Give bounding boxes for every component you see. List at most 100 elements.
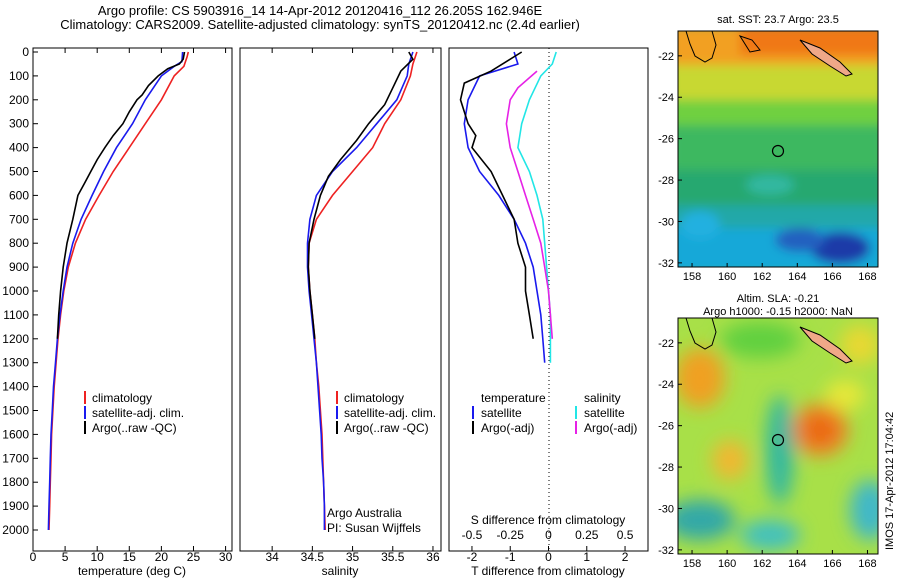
y-tick-label: 1500 (2, 404, 29, 418)
figure-title-line2: Climatology: CARS2009. Satellite-adjuste… (60, 17, 580, 32)
legend-label-satellite: satellite-adj. clim. (92, 406, 184, 420)
legend-label-sal-satellite: satellite (584, 406, 625, 420)
s-tick-label: 0 (545, 528, 552, 542)
imos-timestamp-label: IMOS 17-Apr-2012 17:04:42 (884, 412, 896, 550)
lon-tick-label: 162 (753, 558, 771, 570)
salinity-legend: climatology satellite-adj. clim. Argo(..… (336, 391, 436, 435)
salinity-series (306, 51, 418, 531)
lon-tick-label: 162 (753, 271, 771, 283)
lon-tick-label: 166 (823, 558, 841, 570)
y-tick-label: 1300 (2, 356, 29, 370)
y-tick-label: 300 (9, 117, 29, 131)
y-tick-label: 1200 (2, 332, 29, 346)
argo-location-marker (771, 144, 785, 158)
s-tick-label: -0.5 (462, 528, 483, 542)
sla-map-panel: Altim. SLA: -0.21 Argo h1000: -0.15 h200… (658, 293, 879, 570)
x-tick-label: 5 (62, 550, 69, 564)
s-tick-label: 0.5 (617, 528, 634, 542)
y-tick-label: 1900 (2, 499, 29, 513)
difference-panel: -2 -1 0 1 2 -0.5 -0.25 0 0.25 0.5 S difference fr… (448, 47, 649, 578)
y-tick-label: 100 (9, 69, 29, 83)
x-tick-label: 0 (545, 550, 552, 564)
sla-map-axes: 158 160 162 164 166 168 -22 -24 -26 -28 -30 -32 (658, 338, 877, 570)
series-line-temperature-satellite (463, 51, 546, 363)
series-line-salinity-argo-adj- (505, 70, 554, 339)
coastline-island (738, 35, 761, 53)
y-tick-label: 0 (22, 45, 29, 59)
sla-map-title-line1: Altim. SLA: -0.21 (737, 293, 820, 305)
s-tick-label: -0.25 (497, 528, 525, 542)
legend-label-climatology: climatology (344, 391, 404, 405)
salinity-x-axis: 34 34.5 35 35.5 36 (265, 48, 440, 564)
difference-x-axis: -2 -1 0 1 2 -0.5 -0.25 0 0.25 0.5 (462, 528, 634, 564)
annotation-argo-australia: Argo Australia (327, 506, 402, 520)
legend-label-argo: Argo(..raw -QC) (92, 421, 177, 435)
y-tick-label: 200 (9, 93, 29, 107)
x-tick-label: 1 (583, 550, 590, 564)
x-tick-label: 30 (219, 550, 233, 564)
series-line-satellite-adj-clim- (47, 51, 184, 531)
sst-map-title: sat. SST: 23.7 Argo: 23.5 (717, 14, 839, 26)
temperature-series (47, 51, 190, 531)
temperature-x-label: temperature (deg C) (78, 564, 186, 578)
y-tick-label: 1100 (3, 308, 29, 322)
legend-label-argo: Argo(..raw -QC) (344, 421, 429, 435)
temperature-difference-label: T difference from climatology (471, 564, 625, 578)
temperature-axes-box (32, 47, 233, 552)
temperature-x-axis: 0 5 10 15 20 25 30 (30, 48, 233, 564)
lat-tick-label: -24 (658, 379, 674, 391)
y-tick-label: 1600 (2, 427, 29, 441)
salinity-panel: 34 34.5 35 35.5 36 salinity climatology sate… (239, 47, 442, 578)
lon-tick-label: 158 (683, 271, 701, 283)
lon-tick-label: 160 (718, 558, 736, 570)
figure-title-line1: Argo profile: CS 5903916_14 14-Apr-2012 … (97, 3, 543, 18)
y-tick-label: 2000 (2, 523, 29, 537)
series-line-argo-raw-qc- (307, 51, 414, 339)
x-tick-label: -2 (467, 550, 478, 564)
lon-tick-label: 168 (858, 558, 876, 570)
series-line-temperature-argo-adj- (459, 51, 534, 339)
y-tick-label: 1000 (2, 284, 29, 298)
sst-map-field (678, 31, 878, 267)
x-tick-label: 0 (30, 550, 37, 564)
legend-label-satellite: satellite-adj. clim. (344, 406, 436, 420)
lon-tick-label: 166 (823, 271, 841, 283)
lat-tick-label: -28 (658, 175, 674, 187)
difference-legend: temperature salinity satellite Argo(-adj… (472, 391, 637, 435)
annotation-pi: PI: Susan Wijffels (327, 521, 421, 535)
legend-label-temp-argo: Argo(-adj) (481, 421, 534, 435)
legend-title-temperature: temperature (481, 391, 546, 405)
y-tick-label: 900 (9, 260, 29, 274)
salinity-difference-label: S difference from climatology (471, 513, 626, 527)
y-tick-label: 700 (9, 212, 29, 226)
x-tick-label: -1 (505, 550, 516, 564)
lon-tick-label: 164 (788, 558, 806, 570)
y-tick-label: 600 (9, 188, 29, 202)
sla-map-field (678, 318, 878, 554)
y-tick-label: 1400 (2, 380, 29, 394)
y-tick-label: 500 (9, 165, 29, 179)
lat-tick-label: -26 (658, 421, 674, 433)
lat-tick-label: -22 (658, 338, 674, 350)
new-caledonia-island (799, 39, 853, 77)
argo-location-marker (771, 433, 785, 447)
salinity-x-label: salinity (322, 564, 359, 578)
salinity-axes-box (239, 47, 442, 552)
x-tick-label: 20 (155, 550, 169, 564)
lon-tick-label: 168 (858, 271, 876, 283)
x-tick-label: 35.5 (381, 550, 405, 564)
s-tick-label: 0.25 (575, 528, 599, 542)
temperature-panel: 0100200300400500600700800900100011001200… (2, 45, 232, 578)
difference-series (459, 51, 557, 363)
lon-tick-label: 158 (683, 558, 701, 570)
sla-map-title-line2: Argo h1000: -0.15 h2000: NaN (703, 306, 853, 318)
y-tick-label: 1800 (2, 475, 29, 489)
y-tick-label: 800 (9, 236, 29, 250)
temperature-legend: climatology satellite-adj. clim. Argo(..… (84, 391, 184, 435)
lat-tick-label: -30 (658, 216, 674, 228)
lat-tick-label: -26 (658, 134, 674, 146)
legend-title-salinity: salinity (584, 391, 621, 405)
sst-map-axes: 158 160 162 164 166 168 -22 -24 -26 -28 -30 -32 (658, 51, 877, 283)
lon-tick-label: 164 (788, 271, 806, 283)
